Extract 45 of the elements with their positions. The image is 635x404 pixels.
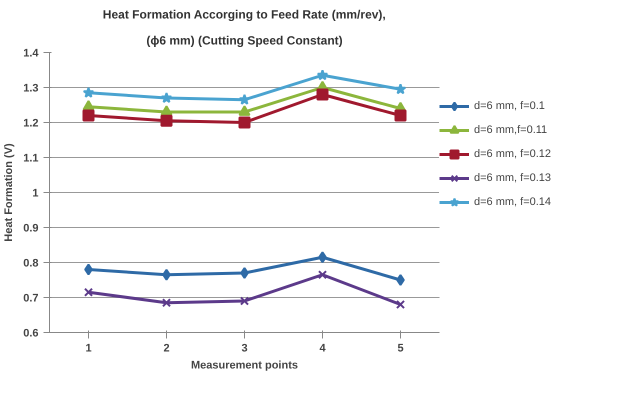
y-tick-label: 1.3 bbox=[23, 82, 39, 94]
legend-label: d=6 mm, f=0.14 bbox=[474, 196, 552, 208]
point bbox=[238, 105, 250, 116]
y-tick-label: 0.8 bbox=[23, 258, 39, 270]
point bbox=[240, 267, 249, 279]
point bbox=[318, 251, 327, 264]
x-tick-label: 3 bbox=[241, 342, 248, 354]
x-tick-label: 2 bbox=[163, 342, 170, 354]
point bbox=[240, 296, 250, 306]
point bbox=[396, 274, 405, 286]
point bbox=[82, 86, 94, 98]
y-tick-label: 0.7 bbox=[23, 292, 39, 304]
point bbox=[396, 300, 406, 310]
point bbox=[316, 69, 328, 80]
point bbox=[82, 110, 94, 122]
point bbox=[316, 88, 328, 100]
point bbox=[394, 110, 406, 122]
point bbox=[162, 298, 172, 308]
x-tick-label: 1 bbox=[85, 342, 92, 354]
y-tick-label: 0.6 bbox=[23, 328, 39, 340]
point bbox=[162, 268, 171, 281]
point bbox=[394, 83, 406, 94]
y-tick-label: 1.2 bbox=[23, 118, 39, 130]
point bbox=[160, 114, 172, 127]
y-tick-label: 0.9 bbox=[23, 222, 39, 234]
point bbox=[318, 270, 328, 280]
y-tick-label: 1 bbox=[32, 188, 39, 200]
point bbox=[238, 116, 250, 128]
x-tick-label: 5 bbox=[397, 342, 404, 354]
point bbox=[238, 94, 250, 105]
legend-label: d=6 mm,f=0.11 bbox=[474, 124, 548, 136]
point bbox=[84, 288, 94, 297]
legend-label: d=6 mm, f=0.12 bbox=[474, 148, 552, 160]
point bbox=[160, 105, 172, 116]
point bbox=[84, 264, 93, 276]
chart-title: Heat Formation Accorging to Feed Rate (mm/rev), bbox=[102, 8, 386, 22]
x-tick-label: 4 bbox=[319, 342, 326, 354]
legend-label: d=6 mm, f=0.1 bbox=[474, 100, 545, 112]
y-tick-label: 1.1 bbox=[23, 152, 39, 164]
x-axis-title: Measurement points bbox=[191, 360, 298, 372]
y-tick-label: 1.4 bbox=[23, 48, 40, 60]
y-axis-title: Heat Formation (V) bbox=[3, 142, 16, 242]
point bbox=[160, 92, 172, 104]
legend-label: d=6 mm, f=0.13 bbox=[474, 172, 552, 184]
chart-subtitle: (ϕ6 mm) (Cutting Speed Constant) bbox=[146, 34, 343, 48]
